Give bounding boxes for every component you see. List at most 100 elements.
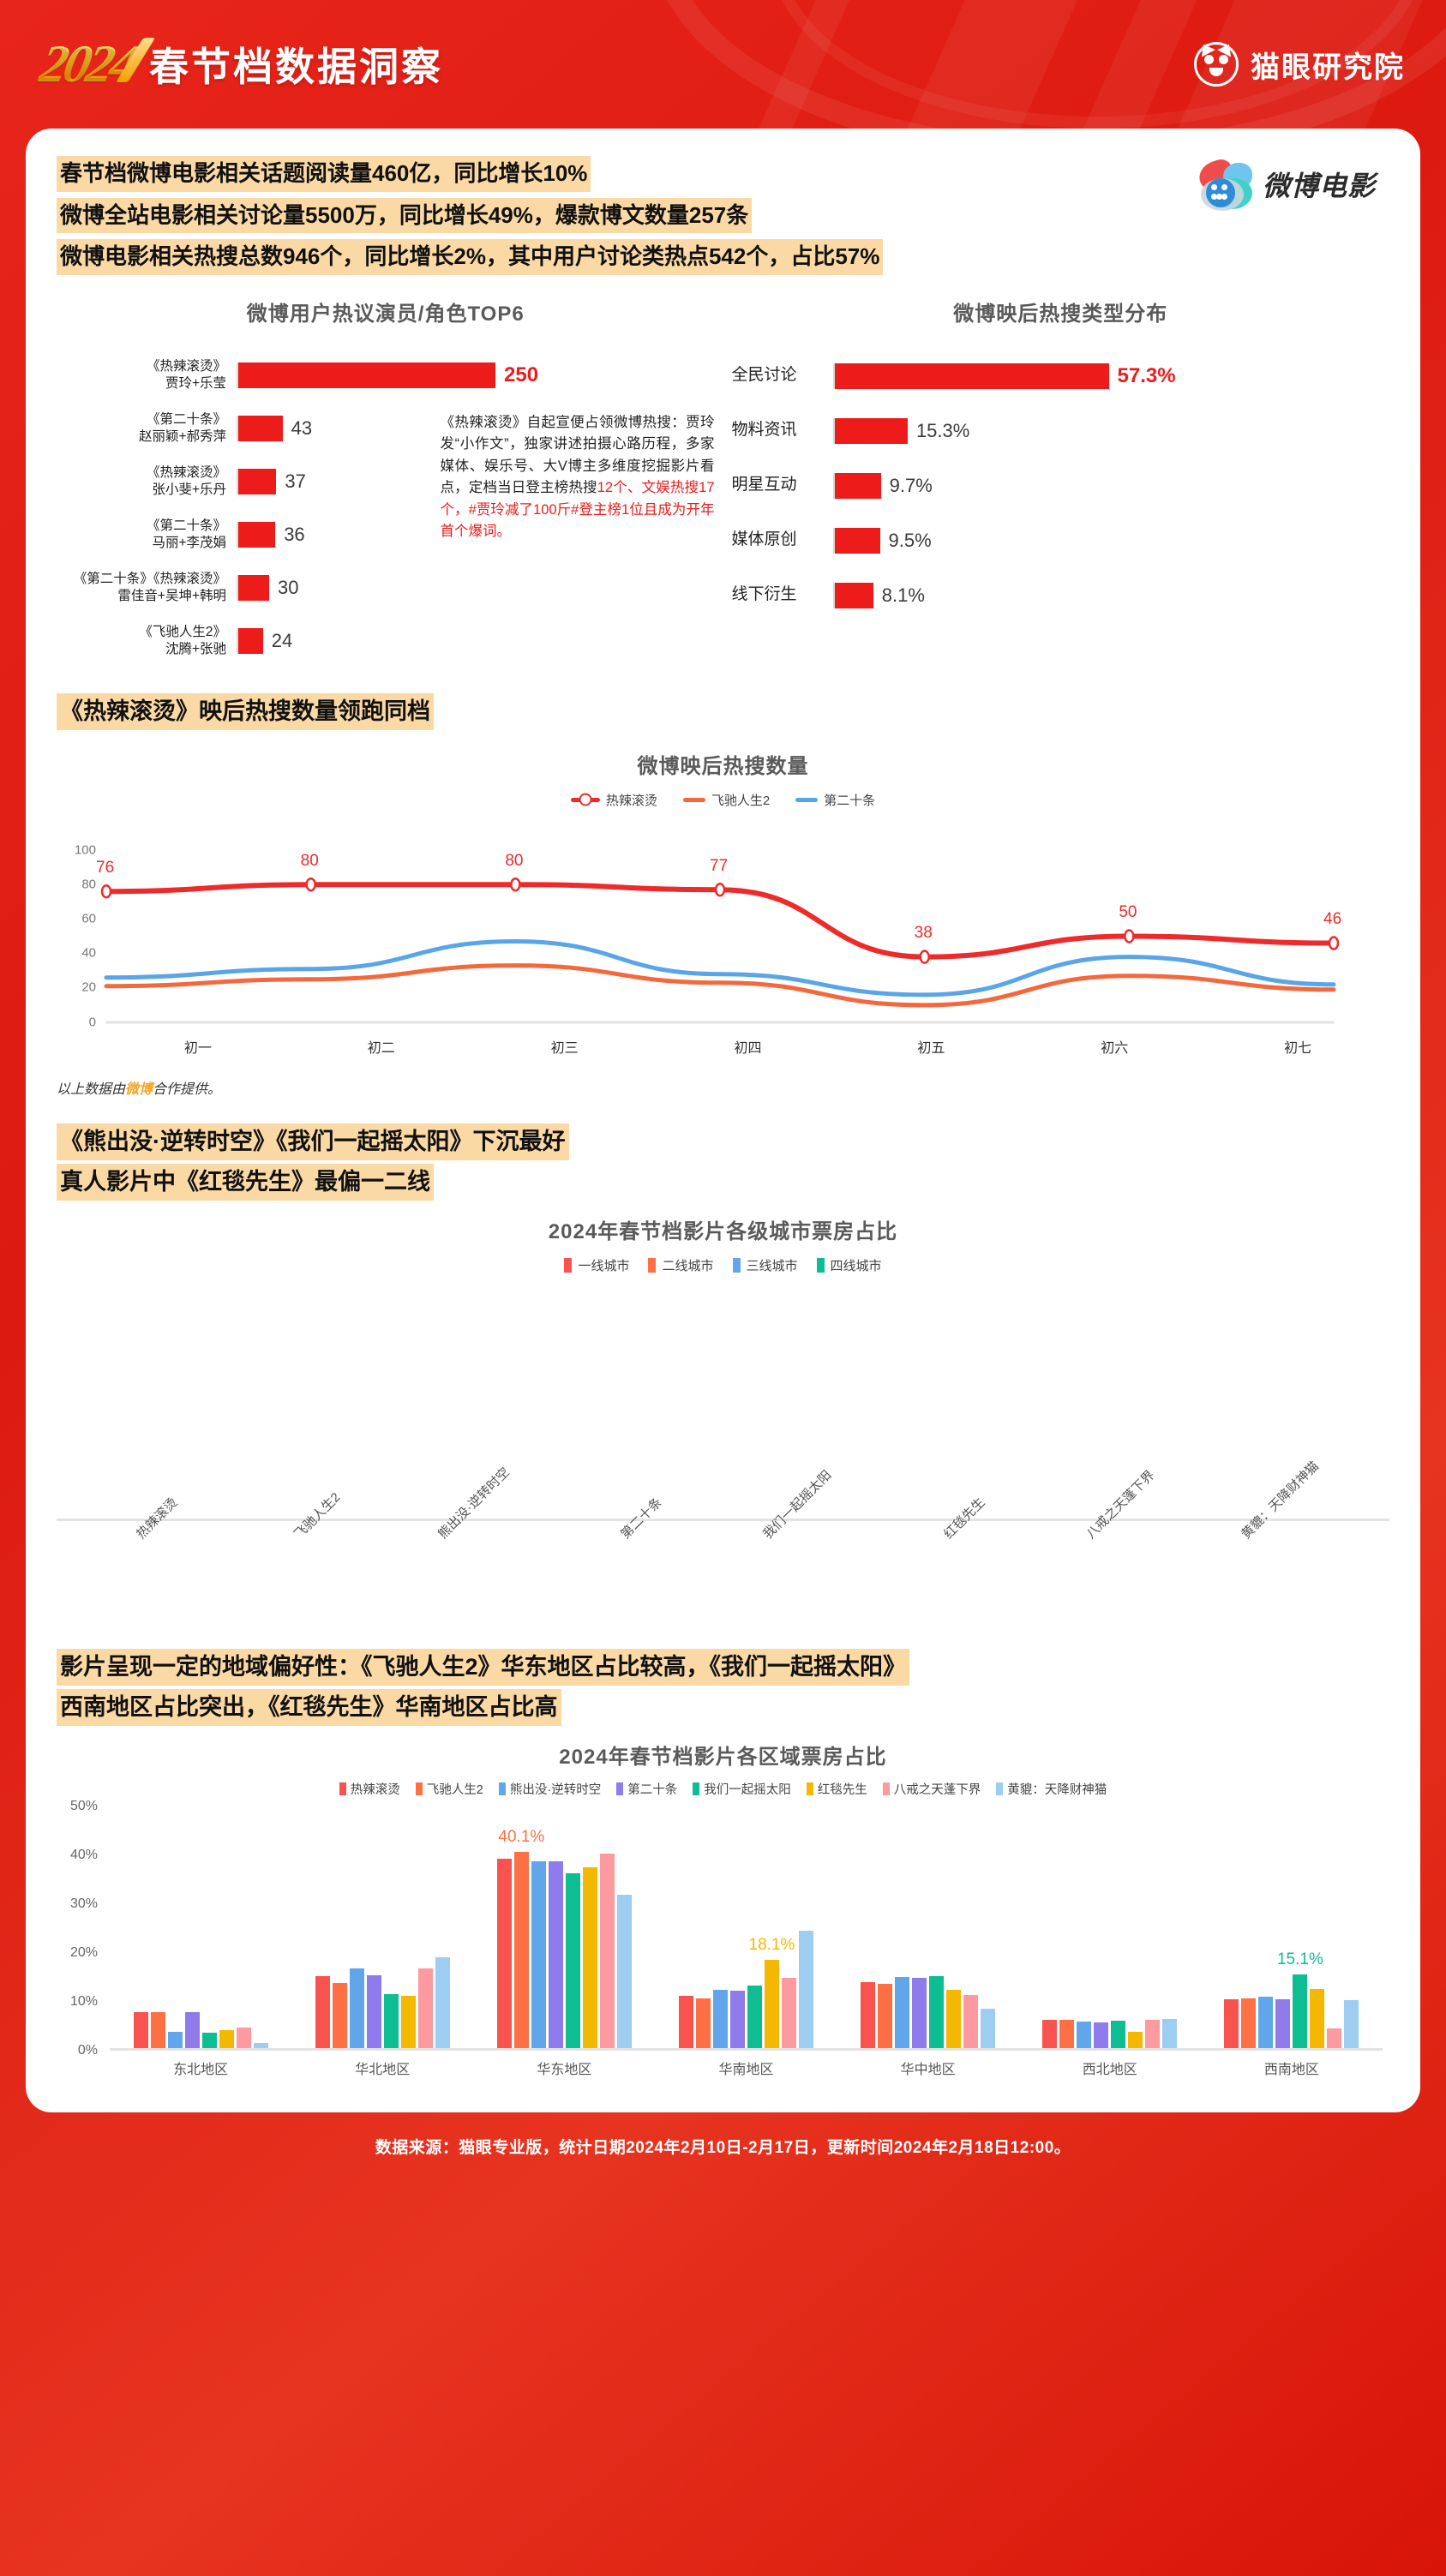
region-bar [616,1895,632,2048]
hotsearch-bar [834,527,880,554]
line-chart: 微博映后热搜数量 热辣滚烫 飞驰人生2 第二十条 0 20 40 60 80 100 76 80 8… [57,749,1389,1057]
actors-top6-chart: 微博用户热议演员/角色TOP6 《热辣滚烫》 贾玲+乐莹 250 《第二十条》 赵丽颖+… [57,297,715,668]
actors-bar [238,468,277,494]
actors-bar-value: 37 [285,470,306,492]
maoyan-logo: 猫眼研究院 [1194,40,1405,87]
legend-swatch [415,1782,423,1795]
line-point-label: 50 [1119,903,1137,922]
line-chart-title: 微博映后热搜数量 [637,754,809,778]
region-bar [861,1981,876,2048]
legend-label: 热辣滚烫 [605,793,657,808]
city-xtick: 红毯先生 [885,1495,1046,1623]
footer-text: 数据来源：猫眼专业版，统计日期2024年2月10日-2月17日，更新时间2024… [375,2138,1071,2157]
line-ytick: 20 [81,979,96,995]
top-charts-row: 微博用户热议演员/角色TOP6 《热辣滚烫》 贾玲+乐莹 250 《第二十条》 赵丽颖+… [57,297,1389,668]
region-ytick: 10% [69,1993,98,2009]
actors-bar-label: 《第二十条》 马丽+李茂娟 [146,518,226,550]
line-marker [919,949,930,964]
region-bar [1042,2020,1058,2048]
legend-label: 第二十条 [824,793,876,808]
line-xtick: 初一 [183,1040,212,1056]
region-bar [167,2031,183,2048]
region-bar [332,1982,347,2048]
actors-bar-value: 24 [271,629,293,651]
line-chart-legend: 热辣滚烫 飞驰人生2 第二十条 [57,791,1389,809]
hotsearch-bar-label: 线下衍生 [731,585,797,604]
legend-label: 四线城市 [830,1258,882,1273]
city-tier-chart: 2024年春节档影片各级城市票房占比 一线城市 二线城市 三线城市 四线城市 37.1… [57,1214,1389,1623]
region-bar [1111,2021,1126,2048]
region-bar [548,1860,563,2048]
city-chart-xaxis: 热辣滚烫 飞驰人生2 熊出没·逆转时空 第二十条 我们一起摇太阳 红毯先生 八戒之天蓬下界黄… [57,1459,1389,1623]
city-xtick: 飞驰人生2 [238,1489,399,1623]
region-ytick: 0% [77,2042,98,2058]
line-marker [510,877,521,892]
line-xtick: 初二 [367,1040,395,1056]
region-ytick: 50% [69,1798,98,1813]
intro-line-1: 春节档微博电影相关话题阅读量460亿，同比增长10% [57,156,591,192]
line-source-note: 以上数据由微博合作提供。 [57,1077,1389,1098]
line-xtick: 初三 [550,1040,579,1056]
actors-bar [238,362,495,388]
region-bar-group [291,1806,473,2048]
region-bar [895,1977,910,2048]
line-point-label: 76 [96,858,115,877]
actors-bar-row: 《热辣滚烫》 贾玲+乐莹 250 [57,349,715,402]
actors-bar-row: 《第二十条》 马丽+李茂娟 36 [57,508,715,561]
region-ytick: 40% [69,1847,98,1862]
legend-label: 二线城市 [662,1258,714,1273]
line-marker [1328,935,1340,950]
region-bar [878,1984,893,2048]
region-legend-item: 熊出没·逆转时空 [498,1780,601,1798]
hotsearch-chart-title: 微博映后热搜类型分布 [953,302,1168,326]
region-plot-area: 40.1% 18.1% 15.1% [110,1806,1383,2051]
line-xtick: 初四 [734,1040,762,1056]
line-legend-item: 第二十条 [795,791,875,809]
region-bar [417,1968,433,2048]
legend-swatch [648,1257,657,1273]
region-bar [531,1860,546,2048]
city-xtick: 热辣滚烫 [77,1495,238,1623]
actors-bar-value: 250 [504,362,539,386]
region-bar [946,1989,962,2048]
line-heading-text: 《热辣滚烫》映后热搜数量领跑同档 [57,692,434,730]
side-note-red-1: 12个、文娱热搜17个， [440,480,715,518]
region-bar [1241,1998,1257,2048]
actors-side-note: 《热辣滚烫》自起宣便占领微博热搜：贾玲发“小作文”，独家讲述拍摄心路历程，多家媒… [441,412,715,543]
weibo-movie-icon [1195,156,1252,211]
line-ytick: 80 [81,877,96,892]
region-bar: 40.1% [498,1828,544,2048]
region-bar-group [110,1806,291,2048]
region-bar [582,1866,597,2048]
intro-section: 春节档微博电影相关话题阅读量460亿，同比增长10% 微博全站电影相关讨论量55… [57,153,1389,281]
actors-bar-label: 《第二十条》《热辣滚烫》 雷佳音+吴坤+韩明 [73,571,226,603]
line-legend-item: 飞驰人生2 [682,791,770,809]
weibo-movie-logo: 微博电影 [1195,153,1389,211]
region-bar-group: 15.1% [1201,1806,1383,2048]
actors-bar [238,574,269,601]
region-bar [747,1985,762,2048]
region-bar [929,1976,945,2048]
actors-bar [238,521,276,548]
region-bar [133,2011,148,2048]
region-xtick: 华北地区 [355,2062,411,2077]
legend-swatch [564,1257,573,1273]
line-ytick: 100 [74,842,96,858]
region-bar [1059,2019,1075,2048]
region-chart-xaxis: 东北地区 华北地区 华东地区 华南地区 华中地区 西北地区 西南地区 [110,2058,1383,2078]
region-bar-group: 40.1% [473,1806,655,2048]
region-bar [1162,2018,1178,2048]
hotsearch-bar-row: 线下衍生 8.1% [732,568,1390,623]
line-marker [100,884,112,899]
legend-label: 飞驰人生2 [426,1782,483,1797]
region-bar-label: 40.1% [498,1828,545,1847]
region-section-heading: 影片呈现一定的地域偏好性：《飞驰人生2》华东地区占比较高，《我们一起摇太阳》 西… [57,1648,1389,1729]
hotsearch-bar-label: 全民讨论 [731,366,797,385]
legend-label: 热辣滚烫 [350,1782,400,1797]
actors-bar [238,415,283,441]
actors-bar-row: 《第二十条》《热辣滚烫》 雷佳音+吴坤+韩明 30 [57,561,715,614]
maoyan-logo-text: 猫眼研究院 [1251,51,1405,84]
page-footer: 数据来源：猫眼专业版，统计日期2024年2月10日-2月17日，更新时间2024… [0,2112,1446,2177]
region-bar-group: 18.1% [655,1806,837,2048]
line-ytick: 0 [88,1015,96,1030]
